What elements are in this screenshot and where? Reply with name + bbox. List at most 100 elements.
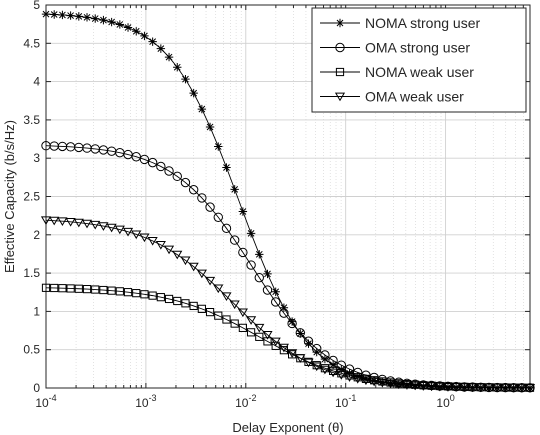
y-tick-label: 3.5 bbox=[23, 113, 40, 127]
data-point bbox=[91, 285, 100, 294]
series-line bbox=[45, 145, 531, 389]
data-point bbox=[295, 354, 306, 363]
data-point bbox=[279, 303, 289, 312]
data-point bbox=[328, 368, 339, 378]
data-point bbox=[328, 355, 338, 366]
data-point bbox=[115, 287, 124, 296]
data-point bbox=[107, 17, 116, 27]
data-point bbox=[394, 379, 403, 388]
data-point bbox=[213, 212, 223, 222]
data-point bbox=[500, 383, 511, 393]
data-point bbox=[311, 362, 322, 372]
data-point bbox=[148, 291, 157, 300]
data-point bbox=[58, 10, 67, 20]
data-point bbox=[426, 382, 437, 392]
data-point bbox=[271, 341, 280, 350]
legend-box bbox=[311, 7, 527, 113]
data-point bbox=[106, 223, 117, 233]
data-point bbox=[222, 163, 231, 172]
data-point bbox=[214, 142, 223, 151]
data-point bbox=[270, 337, 281, 347]
data-point bbox=[82, 13, 92, 22]
data-point bbox=[213, 284, 224, 294]
data-point bbox=[114, 225, 125, 235]
data-point bbox=[229, 235, 240, 245]
data-point bbox=[205, 202, 215, 212]
y-tick-label: 4.5 bbox=[23, 36, 40, 50]
data-point bbox=[172, 171, 182, 182]
data-point bbox=[197, 104, 207, 114]
legend-item: NOMA weak user bbox=[320, 64, 474, 80]
data-point bbox=[229, 300, 240, 310]
data-point bbox=[287, 317, 297, 326]
data-point bbox=[188, 262, 199, 272]
data-point bbox=[402, 379, 412, 389]
data-point bbox=[360, 376, 372, 386]
data-point bbox=[246, 316, 257, 325]
data-point bbox=[148, 37, 157, 46]
data-point bbox=[132, 27, 141, 36]
data-point bbox=[115, 20, 125, 29]
data-point bbox=[246, 328, 256, 337]
data-point bbox=[451, 383, 462, 392]
data-point bbox=[516, 383, 527, 393]
data-point bbox=[238, 247, 248, 258]
data-point bbox=[254, 272, 264, 283]
data-point bbox=[369, 377, 380, 387]
data-point bbox=[139, 233, 150, 243]
data-point bbox=[221, 223, 232, 234]
data-point bbox=[221, 292, 232, 302]
data-point bbox=[312, 361, 321, 370]
x-axis-label: Delay Exponent (θ) bbox=[232, 420, 343, 435]
data-point bbox=[147, 237, 158, 246]
data-point bbox=[255, 250, 264, 259]
data-point bbox=[41, 283, 51, 292]
data-point bbox=[459, 383, 470, 392]
data-point bbox=[196, 269, 207, 279]
data-point bbox=[180, 177, 191, 188]
data-point bbox=[41, 9, 51, 19]
data-point bbox=[386, 378, 395, 387]
data-point bbox=[287, 349, 298, 358]
data-point bbox=[205, 122, 215, 132]
data-point bbox=[65, 217, 76, 227]
data-point bbox=[90, 220, 101, 230]
legend-item: OMA weak user bbox=[320, 89, 464, 105]
data-point bbox=[181, 74, 190, 84]
data-point bbox=[205, 308, 215, 317]
data-point bbox=[107, 286, 116, 295]
data-point bbox=[524, 383, 536, 393]
data-point bbox=[164, 166, 174, 176]
data-point bbox=[197, 304, 206, 313]
data-point bbox=[238, 207, 248, 216]
data-point bbox=[525, 383, 535, 393]
data-point bbox=[73, 218, 84, 228]
series-lines bbox=[40, 9, 536, 393]
data-point bbox=[287, 318, 297, 329]
data-point bbox=[139, 154, 150, 165]
data-point bbox=[278, 343, 289, 353]
data-point bbox=[246, 229, 256, 238]
data-point bbox=[57, 217, 68, 226]
y-tick-label: 1.5 bbox=[23, 266, 40, 280]
data-point bbox=[74, 284, 83, 293]
data-point bbox=[140, 31, 149, 41]
data-point bbox=[410, 381, 421, 391]
x-tick-label: 100 bbox=[436, 393, 454, 410]
data-point bbox=[50, 10, 59, 19]
data-point bbox=[312, 347, 321, 357]
y-tick-label: 4 bbox=[33, 75, 40, 89]
data-point bbox=[230, 185, 239, 194]
data-point bbox=[164, 52, 174, 62]
data-point bbox=[131, 152, 141, 162]
data-point bbox=[222, 315, 231, 324]
y-tick-label: 0.5 bbox=[23, 343, 40, 357]
data-point bbox=[197, 193, 207, 203]
data-point bbox=[163, 245, 175, 255]
data-point bbox=[123, 288, 133, 297]
y-tick-label: 3 bbox=[33, 151, 40, 165]
x-tick-label: 10-3 bbox=[135, 393, 156, 410]
data-point bbox=[263, 269, 272, 279]
data-point bbox=[320, 350, 330, 360]
data-point bbox=[155, 241, 166, 250]
